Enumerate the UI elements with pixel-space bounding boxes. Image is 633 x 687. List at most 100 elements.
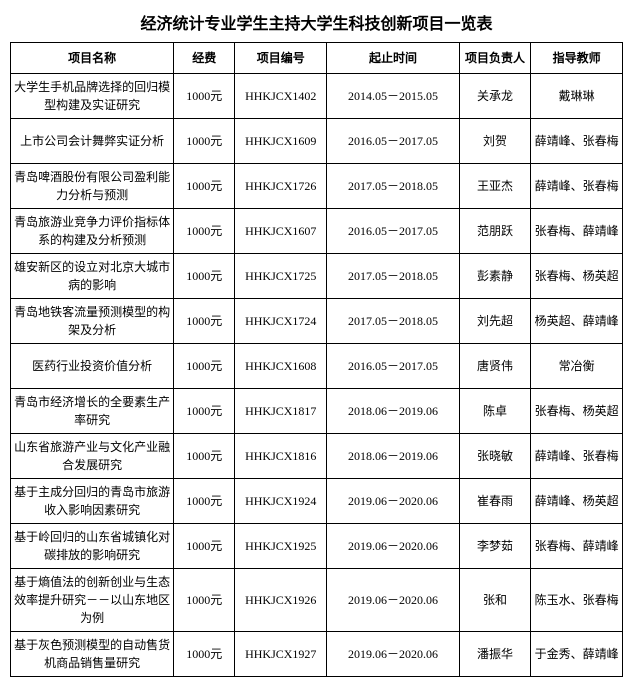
cell-time: 2014.05－2015.05: [327, 74, 460, 119]
cell-name: 上市公司会计舞弊实证分析: [11, 119, 174, 164]
col-header-leader: 项目负责人: [459, 43, 530, 74]
cell-name: 基于灰色预测模型的自动售货机商品销售量研究: [11, 632, 174, 677]
cell-leader: 张晓敏: [459, 434, 530, 479]
table-row: 大学生手机品牌选择的回归模型构建及实证研究1000元HHKJCX14022014…: [11, 74, 623, 119]
cell-time: 2018.06－2019.06: [327, 389, 460, 434]
cell-time: 2019.06－2020.06: [327, 479, 460, 524]
cell-name: 医药行业投资价值分析: [11, 344, 174, 389]
col-header-code: 项目编号: [235, 43, 327, 74]
cell-fund: 1000元: [174, 299, 235, 344]
cell-time: 2019.06－2020.06: [327, 569, 460, 632]
cell-leader: 崔春雨: [459, 479, 530, 524]
cell-fund: 1000元: [174, 434, 235, 479]
cell-name: 青岛市经济增长的全要素生产率研究: [11, 389, 174, 434]
cell-time: 2017.05－2018.05: [327, 164, 460, 209]
cell-code: HHKJCX1608: [235, 344, 327, 389]
table-row: 青岛旅游业竞争力评价指标体系的构建及分析预测1000元HHKJCX1607201…: [11, 209, 623, 254]
cell-code: HHKJCX1817: [235, 389, 327, 434]
cell-fund: 1000元: [174, 344, 235, 389]
cell-fund: 1000元: [174, 164, 235, 209]
cell-advisor: 薛靖峰、张春梅: [531, 434, 623, 479]
cell-leader: 陈卓: [459, 389, 530, 434]
cell-advisor: 于金秀、薛靖峰: [531, 632, 623, 677]
cell-fund: 1000元: [174, 389, 235, 434]
col-header-time: 起止时间: [327, 43, 460, 74]
col-header-advisor: 指导教师: [531, 43, 623, 74]
table-row: 山东省旅游产业与文化产业融合发展研究1000元HHKJCX18162018.06…: [11, 434, 623, 479]
cell-code: HHKJCX1402: [235, 74, 327, 119]
cell-name: 雄安新区的设立对北京大城市病的影响: [11, 254, 174, 299]
cell-time: 2017.05－2018.05: [327, 299, 460, 344]
cell-code: HHKJCX1925: [235, 524, 327, 569]
cell-advisor: 张春梅、薛靖峰: [531, 209, 623, 254]
cell-fund: 1000元: [174, 524, 235, 569]
cell-leader: 唐贤伟: [459, 344, 530, 389]
cell-name: 基于岭回归的山东省城镇化对碳排放的影响研究: [11, 524, 174, 569]
cell-name: 基于主成分回归的青岛市旅游收入影响因素研究: [11, 479, 174, 524]
cell-code: HHKJCX1816: [235, 434, 327, 479]
cell-leader: 刘贺: [459, 119, 530, 164]
cell-code: HHKJCX1609: [235, 119, 327, 164]
cell-name: 青岛地铁客流量预测模型的构架及分析: [11, 299, 174, 344]
cell-advisor: 薛靖峰、张春梅: [531, 119, 623, 164]
page-title: 经济统计专业学生主持大学生科技创新项目一览表: [10, 10, 623, 34]
cell-time: 2018.06－2019.06: [327, 434, 460, 479]
table-row: 医药行业投资价值分析1000元HHKJCX16082016.05－2017.05…: [11, 344, 623, 389]
cell-code: HHKJCX1725: [235, 254, 327, 299]
cell-code: HHKJCX1924: [235, 479, 327, 524]
cell-leader: 刘先超: [459, 299, 530, 344]
table-row: 基于主成分回归的青岛市旅游收入影响因素研究1000元HHKJCX19242019…: [11, 479, 623, 524]
cell-leader: 彭素静: [459, 254, 530, 299]
table-row: 青岛啤酒股份有限公司盈利能力分析与预测1000元HHKJCX17262017.0…: [11, 164, 623, 209]
table-row: 雄安新区的设立对北京大城市病的影响1000元HHKJCX17252017.05－…: [11, 254, 623, 299]
cell-leader: 潘振华: [459, 632, 530, 677]
cell-fund: 1000元: [174, 254, 235, 299]
cell-code: HHKJCX1607: [235, 209, 327, 254]
cell-name: 青岛啤酒股份有限公司盈利能力分析与预测: [11, 164, 174, 209]
cell-time: 2016.05－2017.05: [327, 119, 460, 164]
cell-fund: 1000元: [174, 632, 235, 677]
cell-code: HHKJCX1927: [235, 632, 327, 677]
cell-advisor: 陈玉水、张春梅: [531, 569, 623, 632]
table-row: 基于岭回归的山东省城镇化对碳排放的影响研究1000元HHKJCX19252019…: [11, 524, 623, 569]
cell-leader: 张和: [459, 569, 530, 632]
cell-code: HHKJCX1726: [235, 164, 327, 209]
cell-advisor: 戴琳琳: [531, 74, 623, 119]
table-row: 青岛地铁客流量预测模型的构架及分析1000元HHKJCX17242017.05－…: [11, 299, 623, 344]
cell-leader: 关承龙: [459, 74, 530, 119]
cell-name: 大学生手机品牌选择的回归模型构建及实证研究: [11, 74, 174, 119]
table-row: 青岛市经济增长的全要素生产率研究1000元HHKJCX18172018.06－2…: [11, 389, 623, 434]
table-header-row: 项目名称 经费 项目编号 起止时间 项目负责人 指导教师: [11, 43, 623, 74]
cell-fund: 1000元: [174, 209, 235, 254]
cell-name: 青岛旅游业竞争力评价指标体系的构建及分析预测: [11, 209, 174, 254]
cell-time: 2016.05－2017.05: [327, 344, 460, 389]
cell-leader: 王亚杰: [459, 164, 530, 209]
cell-time: 2017.05－2018.05: [327, 254, 460, 299]
cell-leader: 范朋跃: [459, 209, 530, 254]
table-row: 上市公司会计舞弊实证分析1000元HHKJCX16092016.05－2017.…: [11, 119, 623, 164]
cell-advisor: 杨英超、薛靖峰: [531, 299, 623, 344]
cell-advisor: 常冶衡: [531, 344, 623, 389]
cell-advisor: 张春梅、杨英超: [531, 254, 623, 299]
cell-name: 山东省旅游产业与文化产业融合发展研究: [11, 434, 174, 479]
project-table: 项目名称 经费 项目编号 起止时间 项目负责人 指导教师 大学生手机品牌选择的回…: [10, 42, 623, 677]
cell-advisor: 薛靖峰、张春梅: [531, 164, 623, 209]
cell-time: 2019.06－2020.06: [327, 524, 460, 569]
cell-advisor: 张春梅、薛靖峰: [531, 524, 623, 569]
col-header-name: 项目名称: [11, 43, 174, 74]
table-row: 基于熵值法的创新创业与生态效率提升研究－－以山东地区为例1000元HHKJCX1…: [11, 569, 623, 632]
table-row: 基于灰色预测模型的自动售货机商品销售量研究1000元HHKJCX19272019…: [11, 632, 623, 677]
cell-fund: 1000元: [174, 569, 235, 632]
cell-advisor: 薛靖峰、杨英超: [531, 479, 623, 524]
cell-code: HHKJCX1724: [235, 299, 327, 344]
cell-fund: 1000元: [174, 479, 235, 524]
col-header-fund: 经费: [174, 43, 235, 74]
cell-leader: 李梦茹: [459, 524, 530, 569]
cell-fund: 1000元: [174, 74, 235, 119]
cell-time: 2019.06－2020.06: [327, 632, 460, 677]
cell-time: 2016.05－2017.05: [327, 209, 460, 254]
cell-fund: 1000元: [174, 119, 235, 164]
cell-code: HHKJCX1926: [235, 569, 327, 632]
cell-name: 基于熵值法的创新创业与生态效率提升研究－－以山东地区为例: [11, 569, 174, 632]
cell-advisor: 张春梅、杨英超: [531, 389, 623, 434]
